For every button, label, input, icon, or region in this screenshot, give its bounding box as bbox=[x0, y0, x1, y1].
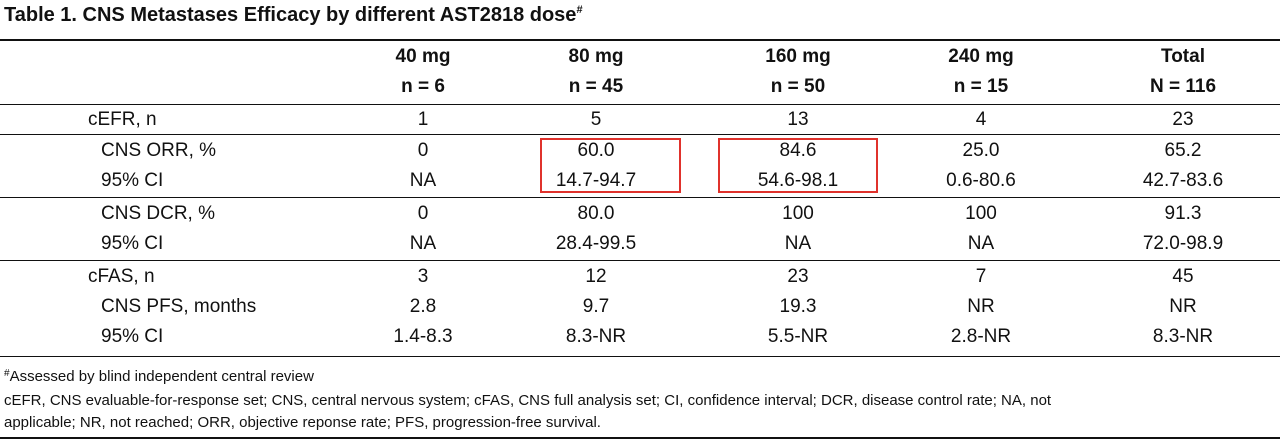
footnote-mark: # bbox=[4, 368, 10, 379]
row-label: CNS DCR, % bbox=[101, 203, 216, 224]
table-cell: 13 bbox=[787, 109, 809, 130]
highlight-box-160mg bbox=[718, 138, 878, 193]
column-header-n: N = 116 bbox=[1149, 76, 1217, 97]
table-cell: 60.0 bbox=[577, 140, 615, 161]
title-footnote-mark: # bbox=[576, 4, 583, 16]
table-cell: 14.7-94.7 bbox=[555, 170, 637, 191]
table-cell: 84.6 bbox=[779, 140, 817, 161]
table-cell: NA bbox=[409, 170, 437, 191]
table-cell: 4 bbox=[975, 109, 987, 130]
table-cell: 1 bbox=[417, 109, 429, 130]
table-cell: 0 bbox=[417, 140, 429, 161]
column-header-dose: 80 mg bbox=[568, 46, 624, 67]
table-cell: NA bbox=[967, 233, 995, 254]
rule-page-bottom bbox=[0, 437, 1280, 439]
column-header-dose: 40 mg bbox=[395, 46, 451, 67]
table-cell: 91.3 bbox=[1164, 203, 1202, 224]
table-cell: 23 bbox=[787, 266, 809, 287]
column-header-dose: 240 mg bbox=[948, 46, 1014, 67]
row-label: 95% CI bbox=[101, 170, 164, 191]
footnote-abbreviations-2: applicable; NR, not reached; ORR, object… bbox=[4, 414, 601, 431]
table-cell: 19.3 bbox=[779, 296, 817, 317]
table-cell: 42.7-83.6 bbox=[1142, 170, 1224, 191]
table-cell: 2.8 bbox=[409, 296, 437, 317]
table-cell: 2.8-NR bbox=[950, 326, 1012, 347]
row-label: CNS ORR, % bbox=[101, 140, 217, 161]
table-cell: 25.0 bbox=[962, 140, 1000, 161]
column-header-n: n = 50 bbox=[770, 76, 826, 97]
footnote-review-text: Assessed by blind independent central re… bbox=[9, 368, 314, 385]
table-cell: 80.0 bbox=[577, 203, 615, 224]
column-header-n: n = 6 bbox=[401, 76, 445, 97]
row-label: CNS PFS, months bbox=[101, 296, 257, 317]
table-cell: 23 bbox=[1172, 109, 1194, 130]
table-cell: 65.2 bbox=[1164, 140, 1202, 161]
footnote-abbreviations-1: cEFR, CNS evaluable-for-response set; CN… bbox=[4, 392, 1052, 409]
rule-top bbox=[0, 39, 1280, 41]
table-cell: 7 bbox=[975, 266, 987, 287]
highlight-box-80mg bbox=[540, 138, 681, 193]
rule-header-bottom bbox=[0, 104, 1280, 105]
table-cell: 100 bbox=[965, 203, 997, 224]
table-cell: 9.7 bbox=[582, 296, 610, 317]
rule-table-bottom bbox=[0, 356, 1280, 357]
table-cell: 45 bbox=[1172, 266, 1194, 287]
row-label: 95% CI bbox=[101, 233, 164, 254]
row-label: 95% CI bbox=[101, 326, 164, 347]
table-cell: 100 bbox=[782, 203, 814, 224]
table-cell: 5.5-NR bbox=[767, 326, 829, 347]
table-cell: 8.3-NR bbox=[1152, 326, 1214, 347]
table-title: Table 1. CNS Metastases Efficacy by diff… bbox=[4, 4, 583, 27]
rule-group-2 bbox=[0, 197, 1280, 198]
table-cell: 72.0-98.9 bbox=[1142, 233, 1224, 254]
table-cell: 1.4-8.3 bbox=[393, 326, 453, 347]
column-header-n: n = 15 bbox=[953, 76, 1009, 97]
table-title-text: Table 1. CNS Metastases Efficacy by diff… bbox=[4, 4, 577, 26]
table-cell: 8.3-NR bbox=[565, 326, 627, 347]
column-header-dose: 160 mg bbox=[765, 46, 831, 67]
table-cell: 0 bbox=[417, 203, 429, 224]
table-cell: NR bbox=[1169, 296, 1197, 317]
table-cell: NA bbox=[784, 233, 812, 254]
column-header-n: n = 45 bbox=[568, 76, 624, 97]
table-cell: 3 bbox=[417, 266, 429, 287]
column-header-dose: Total bbox=[1161, 46, 1205, 67]
footnote-review: #Assessed by blind independent central r… bbox=[4, 368, 314, 385]
table-cell: 28.4-99.5 bbox=[555, 233, 637, 254]
table-cell: 0.6-80.6 bbox=[946, 170, 1016, 191]
table-cell: 5 bbox=[590, 109, 602, 130]
table-cell: NA bbox=[409, 233, 437, 254]
table-cell: 54.6-98.1 bbox=[757, 170, 839, 191]
row-label: cFAS, n bbox=[88, 266, 155, 287]
rule-group-1 bbox=[0, 134, 1280, 135]
rule-group-3 bbox=[0, 260, 1280, 261]
table-cell: 12 bbox=[585, 266, 607, 287]
row-label: cEFR, n bbox=[88, 109, 157, 130]
table-cell: NR bbox=[967, 296, 995, 317]
